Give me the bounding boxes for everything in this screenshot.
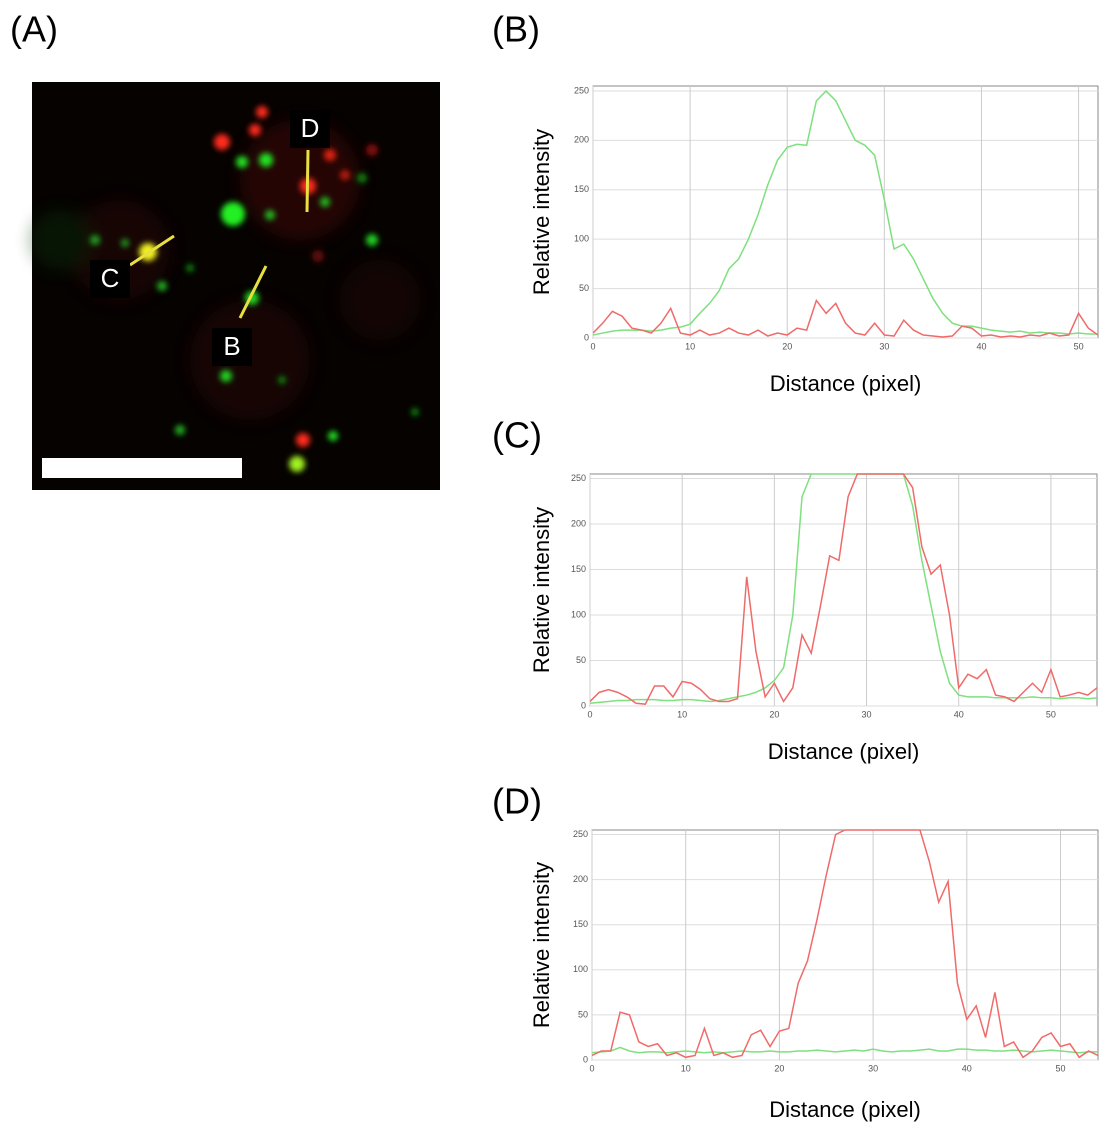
x-axis-label: Distance (pixel) <box>770 371 922 396</box>
x-tick-label: 10 <box>681 1063 691 1073</box>
x-tick-label: 30 <box>862 709 872 719</box>
y-tick-label: 150 <box>574 184 589 194</box>
line-label: C <box>101 263 120 293</box>
y-tick-label: 100 <box>574 234 589 244</box>
panel-label: (A) <box>10 9 58 50</box>
x-tick-label: 50 <box>1056 1063 1066 1073</box>
x-axis-label: Distance (pixel) <box>769 1097 921 1122</box>
y-tick-label: 250 <box>574 85 589 95</box>
y-tick-label: 50 <box>578 1009 588 1019</box>
x-tick-label: 0 <box>587 709 592 719</box>
y-tick-label: 0 <box>583 1054 588 1064</box>
y-tick-label: 0 <box>581 700 586 710</box>
x-tick-label: 30 <box>879 341 889 351</box>
data-line <box>590 473 1097 705</box>
series-group <box>593 89 1098 338</box>
y-axis-label: Relative intensity <box>529 862 554 1028</box>
line-label: D <box>301 113 320 143</box>
plot-area <box>589 473 1098 707</box>
x-tick-label: 10 <box>677 709 687 719</box>
data-line <box>592 1046 1098 1054</box>
x-tick-label: 20 <box>774 1063 784 1073</box>
panel-label: (B) <box>492 9 540 50</box>
x-tick-label: 40 <box>962 1063 972 1073</box>
plot-area <box>592 85 1099 339</box>
y-tick-label: 50 <box>579 283 589 293</box>
data-line <box>592 829 1098 1059</box>
x-tick-label: 50 <box>1074 341 1084 351</box>
y-tick-label: 100 <box>573 964 588 974</box>
x-tick-label: 20 <box>769 709 779 719</box>
y-axis-label: Relative intensity <box>529 129 554 295</box>
y-tick-label: 50 <box>576 655 586 665</box>
y-tick-label: 150 <box>571 564 586 574</box>
y-tick-label: 200 <box>571 518 586 528</box>
y-tick-label: 250 <box>571 473 586 483</box>
y-tick-label: 0 <box>584 332 589 342</box>
x-axis-label: Distance (pixel) <box>768 739 920 764</box>
y-tick-label: 250 <box>573 829 588 839</box>
x-tick-label: 10 <box>685 341 695 351</box>
x-tick-label: 40 <box>954 709 964 719</box>
series-group <box>592 829 1098 1059</box>
x-tick-label: 50 <box>1046 709 1056 719</box>
plot-area <box>591 829 1099 1061</box>
y-tick-label: 200 <box>574 135 589 145</box>
line-label: B <box>223 331 240 361</box>
x-tick-label: 0 <box>590 341 595 351</box>
x-tick-label: 40 <box>976 341 986 351</box>
y-tick-label: 200 <box>573 874 588 884</box>
y-tick-label: 100 <box>571 609 586 619</box>
series-group <box>590 473 1097 705</box>
x-tick-label: 30 <box>868 1063 878 1073</box>
panel-label: (C) <box>492 415 542 456</box>
data-line <box>593 89 1098 336</box>
scale-bar <box>42 458 242 478</box>
x-tick-label: 0 <box>589 1063 594 1073</box>
data-line <box>593 298 1098 338</box>
panel-label: (D) <box>492 781 542 822</box>
x-tick-label: 20 <box>782 341 792 351</box>
micrograph: D C B <box>30 82 440 490</box>
y-axis-label: Relative intensity <box>529 507 554 673</box>
data-line <box>590 473 1097 705</box>
y-tick-label: 150 <box>573 919 588 929</box>
